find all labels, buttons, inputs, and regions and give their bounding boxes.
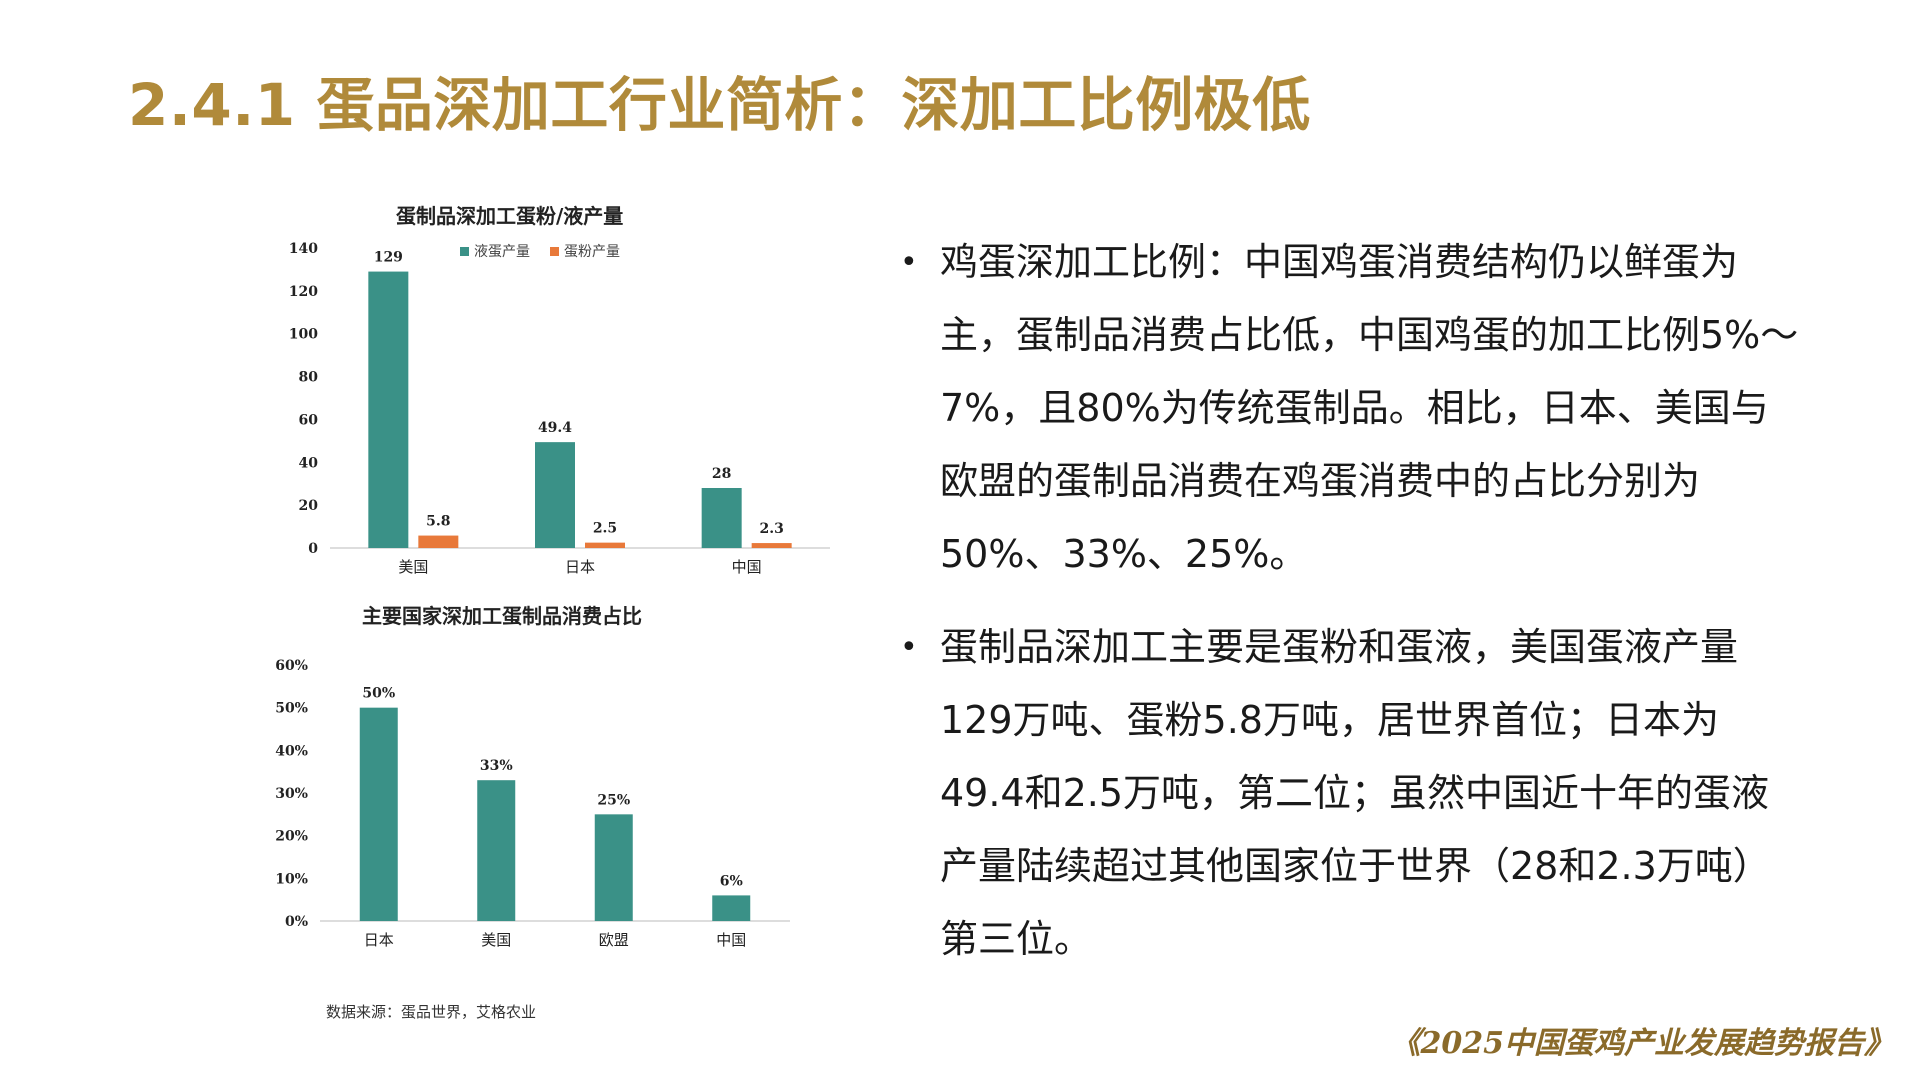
data-label: 5.8	[426, 514, 450, 530]
bar	[418, 535, 459, 548]
bar	[359, 707, 398, 921]
y-tick-label: 10%	[275, 871, 308, 887]
y-tick-label: 60	[299, 412, 319, 428]
legend-label: 液蛋产量	[474, 244, 530, 260]
data-label: 25%	[597, 792, 630, 808]
bullet-text: 蛋制品深加工主要是蛋粉和蛋液，美国蛋液产量129万吨、蛋粉5.8万吨，居世界首位…	[940, 625, 1771, 961]
y-tick-label: 50%	[275, 701, 308, 717]
y-tick-label: 60%	[275, 658, 308, 674]
legend-swatch	[460, 247, 469, 256]
data-label: 6%	[720, 873, 743, 889]
chart-title-production: 蛋制品深加工蛋粉/液产量	[396, 204, 624, 228]
data-label: 28	[712, 466, 731, 482]
bullet-item: • 鸡蛋深加工比例：中国鸡蛋消费结构仍以鲜蛋为主，蛋制品消费占比低，中国鸡蛋的加…	[900, 226, 1800, 591]
bar	[594, 814, 633, 921]
data-label: 50%	[362, 686, 395, 702]
legend-label: 蛋粉产量	[564, 244, 620, 260]
y-tick-label: 40	[299, 455, 319, 471]
x-category-label: 日本	[565, 558, 595, 576]
bullet-dot-icon: •	[900, 245, 918, 280]
bar	[701, 488, 742, 548]
production-bar-chart: 0 20 40 60 80 100 120 140 美国 129 5.8 日本 49.4 2.5 中国 28 2…	[289, 241, 830, 576]
source-note: 数据来源：蛋品世界，艾格农业	[326, 1003, 537, 1021]
chart-title-consumption-share: 主要国家深加工蛋制品消费占比	[362, 604, 642, 628]
y-tick-label: 100	[289, 327, 318, 343]
data-label: 49.4	[538, 420, 572, 436]
bar	[368, 271, 409, 548]
data-label: 33%	[480, 758, 513, 774]
x-category-label: 欧盟	[599, 931, 629, 949]
y-tick-label: 0%	[285, 914, 308, 930]
report-footer: 《2025中国蛋鸡产业发展趋势报告》	[1390, 1026, 1895, 1061]
bullet-dot-icon: •	[900, 630, 918, 665]
bar	[751, 543, 792, 548]
page-title: 2.4.1 蛋品深加工行业简析：深加工比例极低	[128, 71, 1311, 139]
y-tick-label: 0	[308, 541, 318, 557]
data-label: 2.5	[593, 521, 617, 537]
bar	[535, 442, 575, 548]
bullet-list: • 鸡蛋深加工比例：中国鸡蛋消费结构仍以鲜蛋为主，蛋制品消费占比低，中国鸡蛋的加…	[900, 226, 1800, 996]
y-tick-label: 120	[289, 284, 318, 300]
bullet-text: 鸡蛋深加工比例：中国鸡蛋消费结构仍以鲜蛋为主，蛋制品消费占比低，中国鸡蛋的加工比…	[940, 240, 1799, 576]
bullet-item: • 蛋制品深加工主要是蛋粉和蛋液，美国蛋液产量129万吨、蛋粉5.8万吨，居世界…	[900, 611, 1800, 976]
y-tick-label: 140	[289, 241, 318, 257]
bar	[585, 542, 625, 548]
x-category-label: 美国	[398, 558, 428, 576]
y-tick-label: 80	[299, 370, 319, 386]
y-tick-label: 40%	[275, 743, 308, 759]
y-tick-label: 30%	[275, 786, 308, 802]
consumption-share-bar-chart: 0% 10% 20% 30% 40% 50% 60% 日本 50% 美国 33% 欧盟 25% 中国 6%	[275, 658, 790, 949]
bar	[712, 895, 751, 921]
y-tick-label: 20%	[275, 829, 308, 845]
x-category-label: 日本	[364, 931, 394, 949]
legend-swatch	[550, 247, 559, 256]
x-category-label: 美国	[481, 931, 511, 949]
y-tick-label: 20	[299, 498, 319, 514]
data-label: 129	[374, 250, 403, 266]
data-label: 2.3	[759, 521, 783, 537]
x-category-label: 中国	[732, 558, 762, 576]
x-category-label: 中国	[716, 931, 746, 949]
bar	[477, 780, 516, 921]
